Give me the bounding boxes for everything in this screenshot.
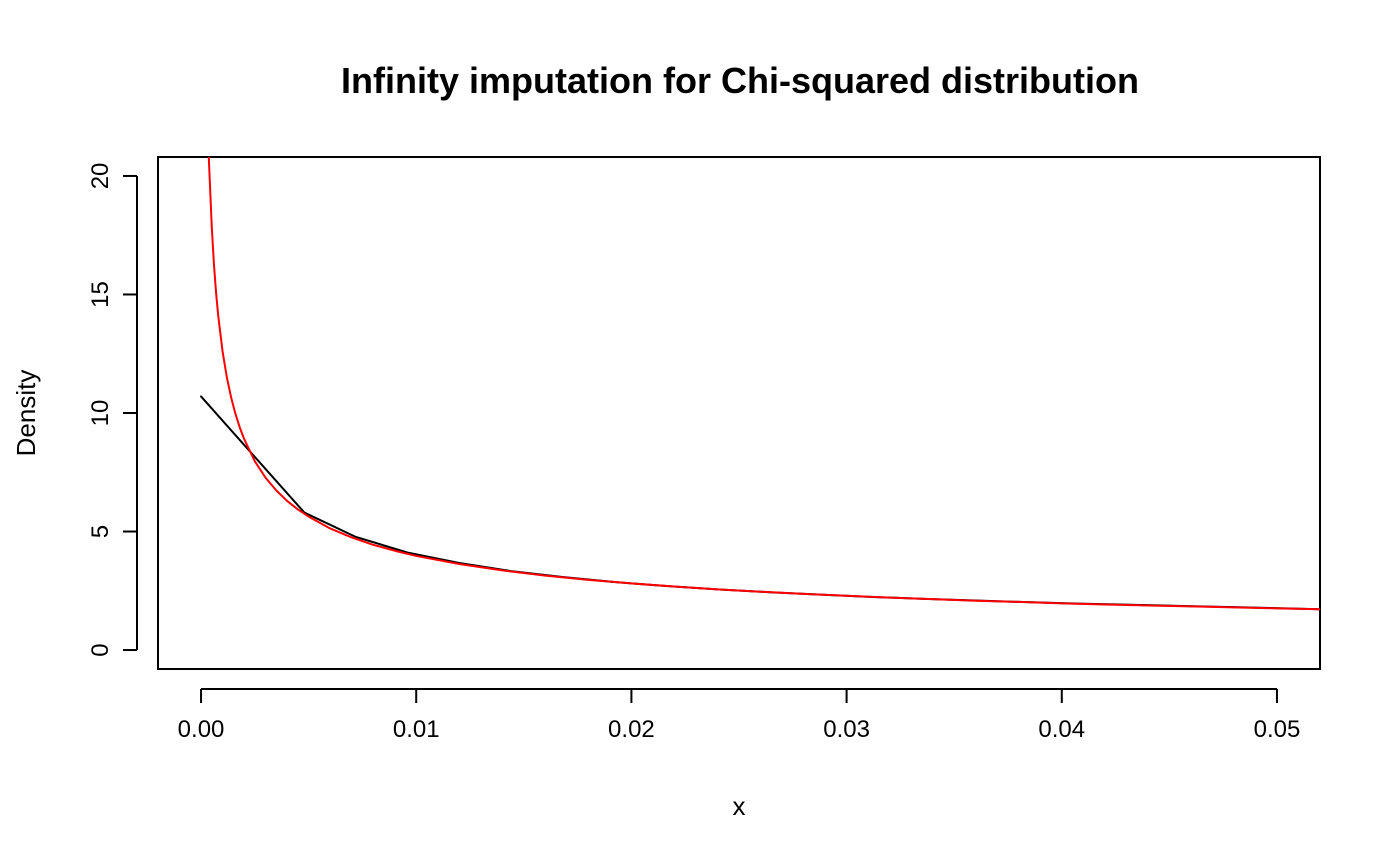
x-tick-label: 0.03	[823, 716, 870, 743]
series-line-0	[200, 395, 1320, 611]
y-tick-label: 10	[87, 400, 114, 427]
x-tick-label: 0.01	[393, 716, 440, 743]
x-axis: 0.00 0.01 0.02 0.03 0.04 0.05	[178, 688, 1301, 743]
y-tick-label: 15	[87, 281, 114, 308]
plot-frame	[157, 156, 1321, 670]
x-tick-label: 0.05	[1254, 716, 1301, 743]
y-tick-label: 0	[87, 643, 114, 656]
x-tick-label: 0.02	[608, 716, 655, 743]
y-axis-label: Density	[11, 370, 41, 457]
series-group	[200, 157, 1320, 611]
y-tick-label: 20	[87, 163, 114, 190]
y-tick-label: 5	[87, 525, 114, 538]
x-axis-label: x	[733, 791, 746, 821]
y-axis: 0 5 10 15 20	[87, 163, 138, 657]
series-line-1	[207, 157, 1320, 611]
chart-title: Infinity imputation for Chi-squared dist…	[341, 60, 1139, 101]
x-tick-label: 0.04	[1038, 716, 1085, 743]
x-tick-label: 0.00	[178, 716, 225, 743]
